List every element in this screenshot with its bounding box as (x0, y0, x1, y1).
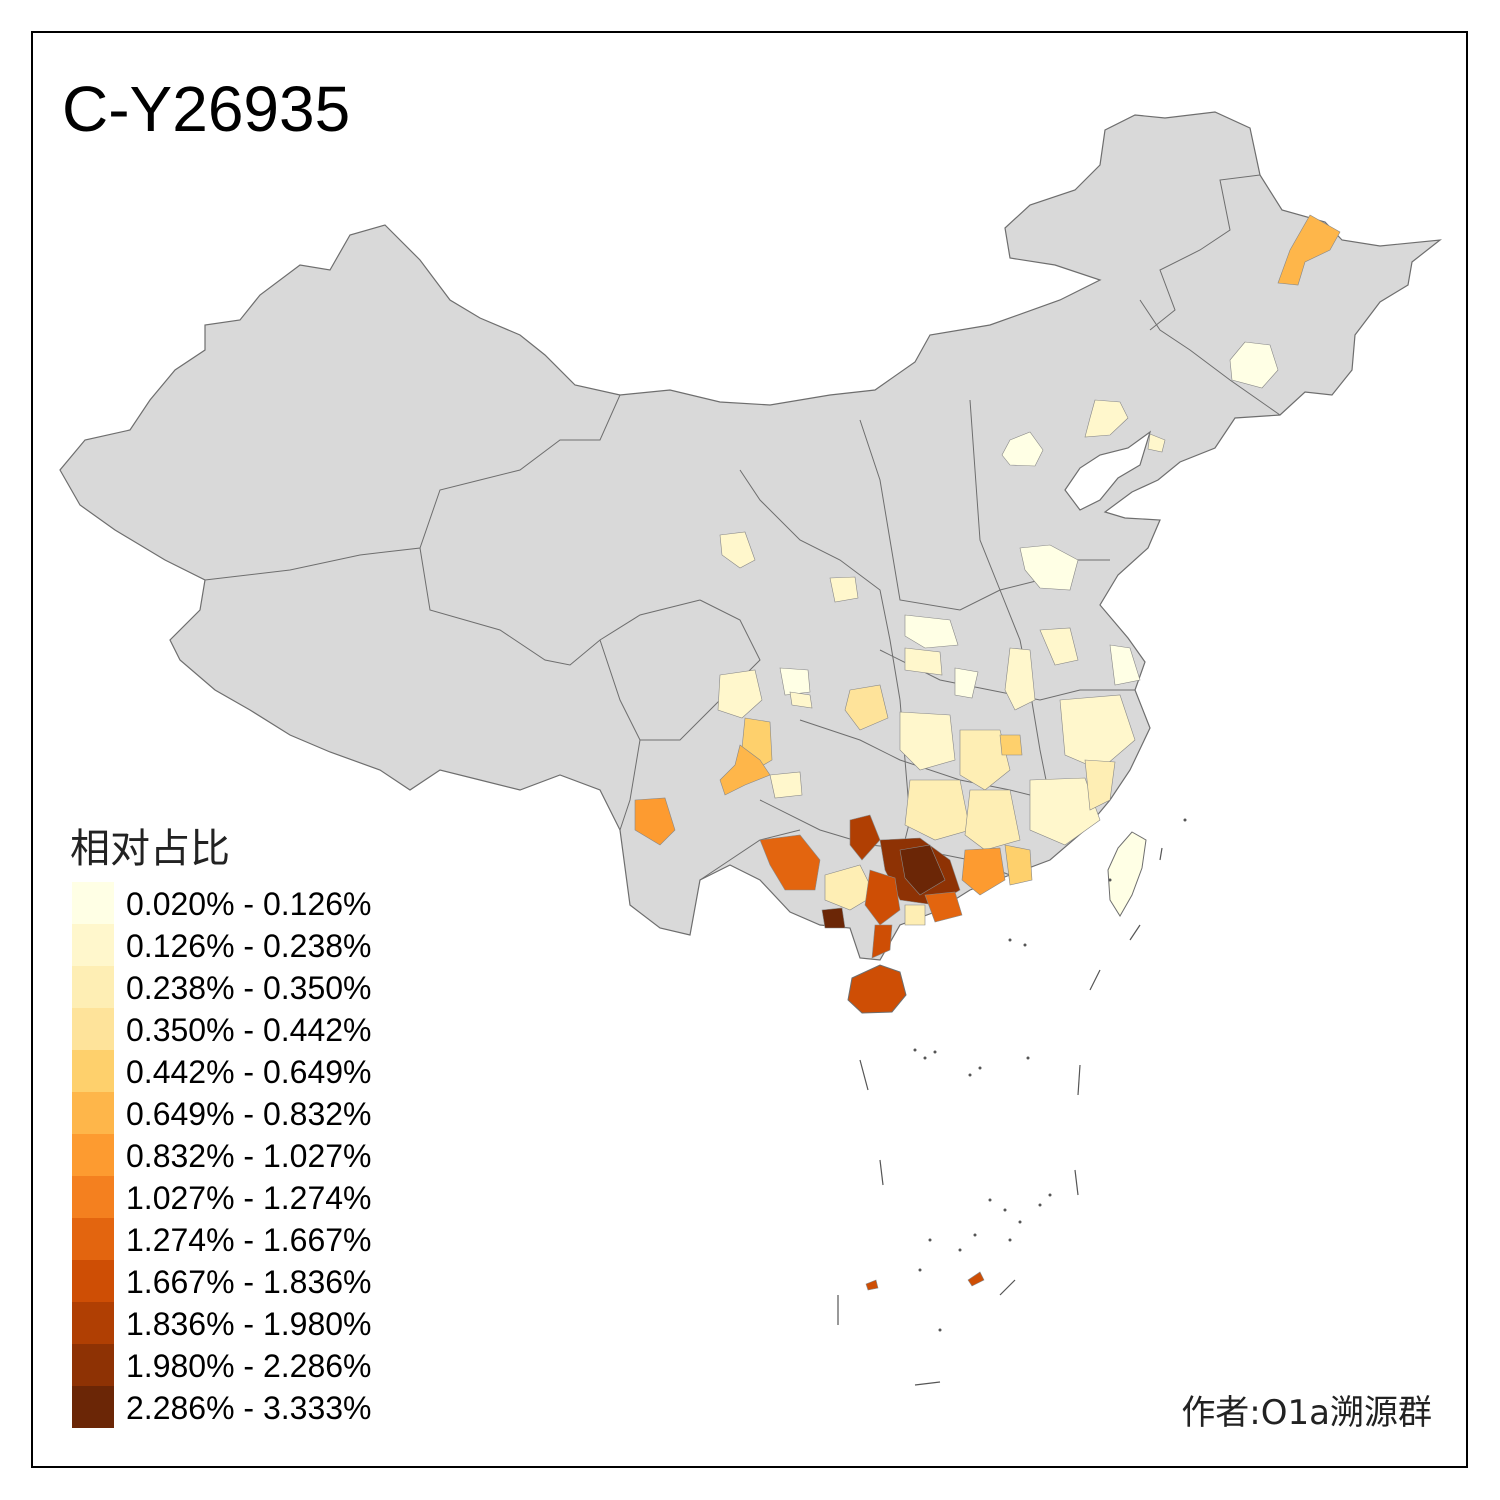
legend-label: 1.836% - 1.980% (126, 1306, 372, 1342)
legend-label: 0.238% - 0.350% (126, 970, 372, 1006)
legend-label: 0.442% - 0.649% (126, 1054, 372, 1090)
legend-label: 0.350% - 0.442% (126, 1012, 372, 1048)
legend-label: 0.649% - 0.832% (126, 1096, 372, 1132)
legend-label: 0.832% - 1.027% (126, 1138, 372, 1174)
legend-title: 相对占比 (70, 826, 230, 872)
legend-swatch (72, 1344, 114, 1386)
legend-swatch (72, 1050, 114, 1092)
island-dots (913, 818, 1187, 1332)
hainan (847, 964, 907, 1014)
colored-regions (634, 214, 1341, 1291)
legend-label: 1.667% - 1.836% (126, 1264, 372, 1300)
legend-swatch (72, 1176, 114, 1218)
bohai-sea (1064, 430, 1152, 511)
legend-label: 1.274% - 1.667% (126, 1222, 372, 1258)
legend-swatch (72, 1260, 114, 1302)
legend-swatch (72, 1302, 114, 1344)
legend-swatch (72, 1008, 114, 1050)
legend-swatch (72, 1218, 114, 1260)
legend-swatch (72, 882, 114, 924)
legend-swatch (72, 966, 114, 1008)
china-land (59, 111, 1442, 961)
legend-swatch (72, 1134, 114, 1176)
taiwan (1107, 831, 1147, 917)
author-credit: 作者:O1a溯源群 (1181, 1393, 1432, 1433)
south-sea-dashes (837, 847, 1163, 1386)
map-title: C-Y26935 (62, 73, 351, 145)
map-frame (31, 31, 1468, 1468)
legend-label: 0.020% - 0.126% (126, 886, 372, 922)
legend-swatch (72, 1386, 114, 1428)
legend-label: 1.980% - 2.286% (126, 1348, 372, 1384)
legend-swatch (72, 924, 114, 966)
legend-label: 1.027% - 1.274% (126, 1180, 372, 1216)
legend-label: 2.286% - 3.333% (126, 1390, 372, 1426)
legend-label: 0.126% - 0.238% (126, 928, 372, 964)
legend-swatch (72, 1092, 114, 1134)
